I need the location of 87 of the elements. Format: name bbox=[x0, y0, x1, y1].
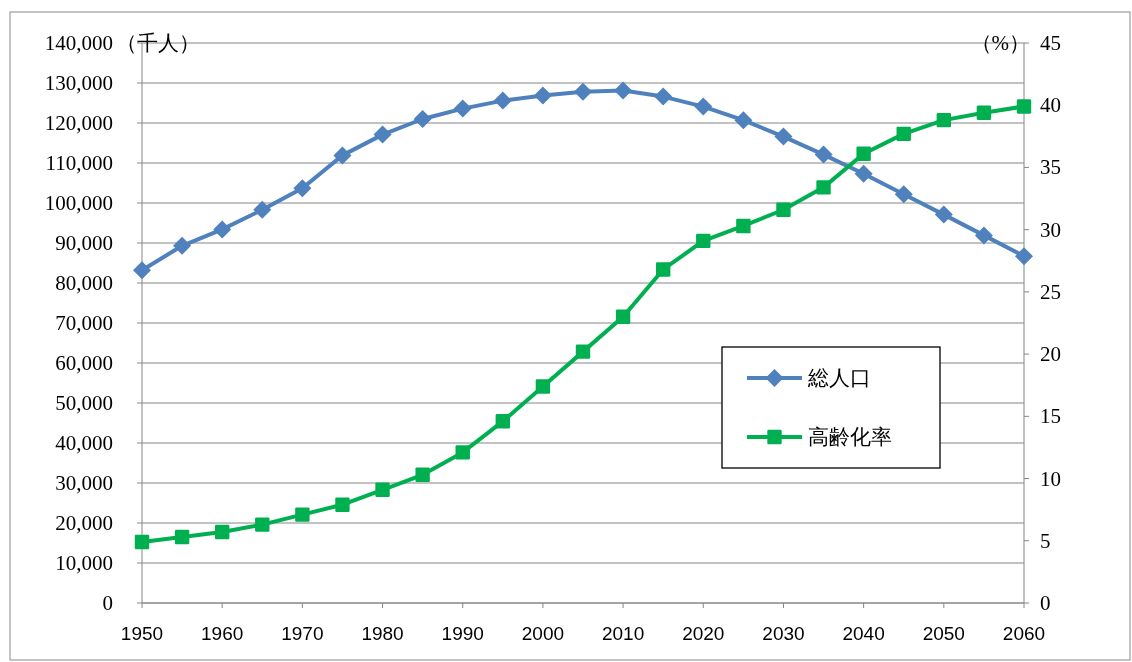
x-tick-label: 1960 bbox=[201, 622, 244, 644]
y-tick-label: 80,000 bbox=[55, 271, 113, 295]
y2-tick-label: 20 bbox=[1040, 342, 1061, 367]
point bbox=[533, 86, 552, 105]
x-tick-label: 1970 bbox=[281, 622, 324, 644]
point bbox=[936, 112, 952, 128]
point bbox=[253, 200, 272, 219]
point bbox=[814, 145, 833, 164]
x-tick-label: 1980 bbox=[361, 622, 404, 644]
x-tick-label: 2020 bbox=[682, 622, 725, 644]
point bbox=[694, 97, 713, 116]
point bbox=[976, 105, 992, 120]
point bbox=[1015, 247, 1033, 266]
point bbox=[373, 125, 392, 144]
point bbox=[894, 185, 913, 204]
point bbox=[736, 218, 751, 234]
point bbox=[774, 127, 793, 146]
x-tick-label: 2010 bbox=[601, 622, 645, 644]
y-tick-label: 40,000 bbox=[55, 431, 113, 455]
point bbox=[974, 226, 993, 245]
y2-tick-label: 40 bbox=[1040, 93, 1061, 118]
point bbox=[453, 99, 472, 118]
x-tick-label: 2000 bbox=[521, 622, 565, 644]
x-tick-label: 1950 bbox=[120, 622, 164, 644]
point bbox=[934, 205, 953, 224]
y2-tick-label: 45 bbox=[1040, 31, 1061, 55]
y-tick-label: 30,000 bbox=[55, 471, 113, 495]
point bbox=[856, 146, 871, 161]
point bbox=[654, 87, 673, 106]
point bbox=[574, 82, 592, 101]
y-tick-label: 90,000 bbox=[55, 231, 113, 255]
legend-label: 総人口 bbox=[807, 366, 871, 390]
point bbox=[413, 110, 432, 128]
point bbox=[734, 111, 753, 130]
x-tick-label: 2060 bbox=[1002, 622, 1046, 644]
point bbox=[133, 261, 151, 280]
point bbox=[493, 91, 512, 110]
y-tick-label: 100,000 bbox=[44, 191, 113, 215]
point bbox=[854, 164, 873, 183]
x-tick-label: 2040 bbox=[842, 622, 885, 644]
point bbox=[575, 344, 591, 359]
point bbox=[293, 179, 312, 198]
point bbox=[335, 497, 350, 512]
point bbox=[415, 467, 430, 483]
y2-tick-label: 10 bbox=[1040, 466, 1061, 491]
y2-tick-label: 30 bbox=[1040, 217, 1061, 242]
y-tick-label: 110,000 bbox=[45, 151, 113, 175]
y2-tick-label: 5 bbox=[1040, 528, 1051, 553]
point bbox=[134, 534, 150, 550]
y2-tick-label: 15 bbox=[1040, 404, 1061, 429]
point bbox=[896, 126, 911, 142]
point bbox=[535, 379, 551, 394]
point bbox=[173, 236, 192, 255]
legend-label: 高齢化率 bbox=[808, 425, 892, 449]
y-axis-title: （千人） bbox=[116, 31, 200, 55]
point bbox=[174, 529, 190, 545]
y-tick-label: 60,000 bbox=[55, 351, 113, 375]
point bbox=[776, 202, 791, 217]
point bbox=[255, 517, 270, 532]
x-tick-label: 1990 bbox=[441, 622, 484, 644]
y-tick-label: 140,000 bbox=[44, 31, 113, 55]
point bbox=[655, 262, 671, 277]
y-tick-label: 130,000 bbox=[44, 71, 113, 95]
y-tick-label: 50,000 bbox=[55, 391, 113, 415]
y2-tick-label: 35 bbox=[1040, 155, 1061, 180]
y-tick-label: 10,000 bbox=[55, 551, 113, 575]
point bbox=[615, 309, 631, 324]
point bbox=[614, 81, 633, 100]
point bbox=[455, 445, 470, 460]
x-tick-label: 2050 bbox=[922, 622, 965, 644]
point bbox=[495, 414, 511, 429]
y-tick-label: 70,000 bbox=[55, 311, 113, 335]
y-tick-label: 0 bbox=[102, 591, 113, 615]
point bbox=[295, 507, 310, 522]
point bbox=[816, 180, 831, 195]
point bbox=[375, 482, 390, 497]
y-tick-label: 20,000 bbox=[55, 511, 113, 535]
y2-tick-label: 0 bbox=[1040, 591, 1051, 615]
point bbox=[213, 220, 232, 239]
y2-axis-title: （%） bbox=[970, 31, 1030, 55]
x-tick-label: 2030 bbox=[762, 622, 805, 644]
point bbox=[333, 146, 352, 165]
point bbox=[1016, 99, 1032, 114]
point bbox=[214, 524, 230, 540]
point bbox=[696, 233, 711, 249]
y2-tick-label: 25 bbox=[1040, 279, 1061, 304]
y-tick-label: 120,000 bbox=[44, 111, 113, 135]
